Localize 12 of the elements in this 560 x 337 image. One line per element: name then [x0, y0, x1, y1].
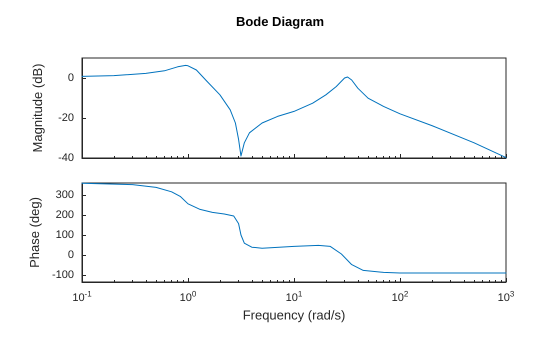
- y-axis-title: Magnitude (dB): [30, 64, 45, 152]
- y-tick-label: 0: [68, 72, 74, 84]
- y-tick-label: 100: [56, 229, 74, 241]
- y-tick-label: -100: [52, 269, 74, 281]
- y-tick-label: 300: [56, 189, 74, 201]
- y-tick-label: -20: [58, 112, 74, 124]
- y-axis-title: Phase (deg): [27, 197, 42, 268]
- y-tick-label: -40: [58, 152, 74, 164]
- chart-title: Bode Diagram: [236, 14, 324, 29]
- y-tick-label: 0: [68, 249, 74, 261]
- y-tick-label: 200: [56, 209, 74, 221]
- x-axis-title: Frequency (rad/s): [242, 307, 346, 322]
